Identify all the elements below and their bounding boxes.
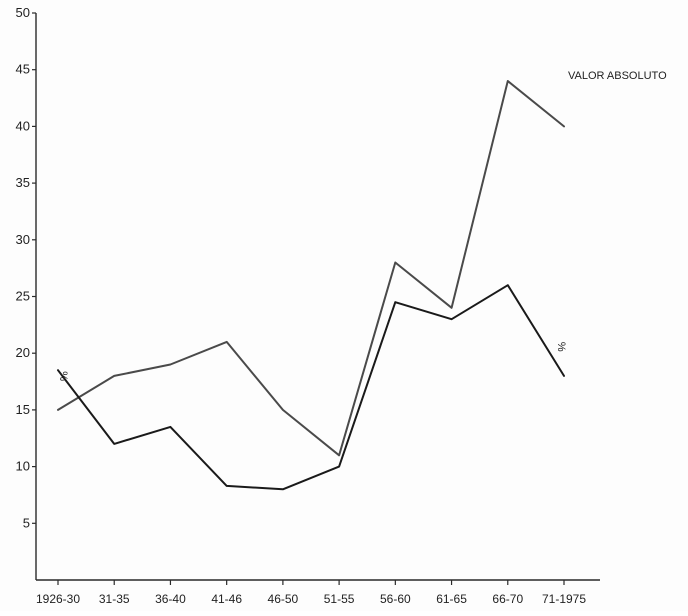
y-tick-label: 45: [16, 62, 30, 77]
y-tick-label: 20: [16, 345, 30, 360]
x-tick-label: 31-35: [99, 592, 130, 606]
axes: [32, 12, 600, 585]
annotation-percent: %: [57, 371, 69, 381]
tick-labels: 5 10 15 20 25 30 35 40 45 50 1926-30 31-35 36-40 41-4…: [16, 5, 587, 606]
y-tick-label: 10: [16, 459, 30, 474]
y-tick-label: 35: [16, 175, 30, 190]
x-tick-label: 66-70: [492, 592, 523, 606]
series-line-percent: [57, 284, 565, 491]
y-tick-label: 25: [16, 289, 30, 304]
x-tick-label: 46-50: [268, 592, 299, 606]
y-tick-label: 15: [16, 402, 30, 417]
series-lines: [57, 80, 565, 491]
y-tick-label: 30: [16, 232, 30, 247]
x-tick-label: 56-60: [380, 592, 411, 606]
y-tick-label: 5: [23, 515, 30, 530]
x-tick-label: 41-46: [211, 592, 242, 606]
x-tick-label: 51-55: [324, 592, 355, 606]
x-tick-label: 71-1975: [542, 592, 586, 606]
series-label-valor-absoluto: VALOR ABSOLUTO: [568, 70, 667, 82]
series-labels: VALOR ABSOLUTO%%: [57, 70, 667, 381]
x-tick-label: 1926-30: [36, 592, 80, 606]
series-line-valor-absoluto: [57, 80, 565, 457]
x-tick-label: 61-65: [436, 592, 467, 606]
y-tick-label: 50: [16, 5, 30, 20]
x-tick-label: 36-40: [155, 592, 186, 606]
y-tick-label: 40: [16, 118, 30, 133]
series-label-percent: %: [555, 342, 567, 352]
